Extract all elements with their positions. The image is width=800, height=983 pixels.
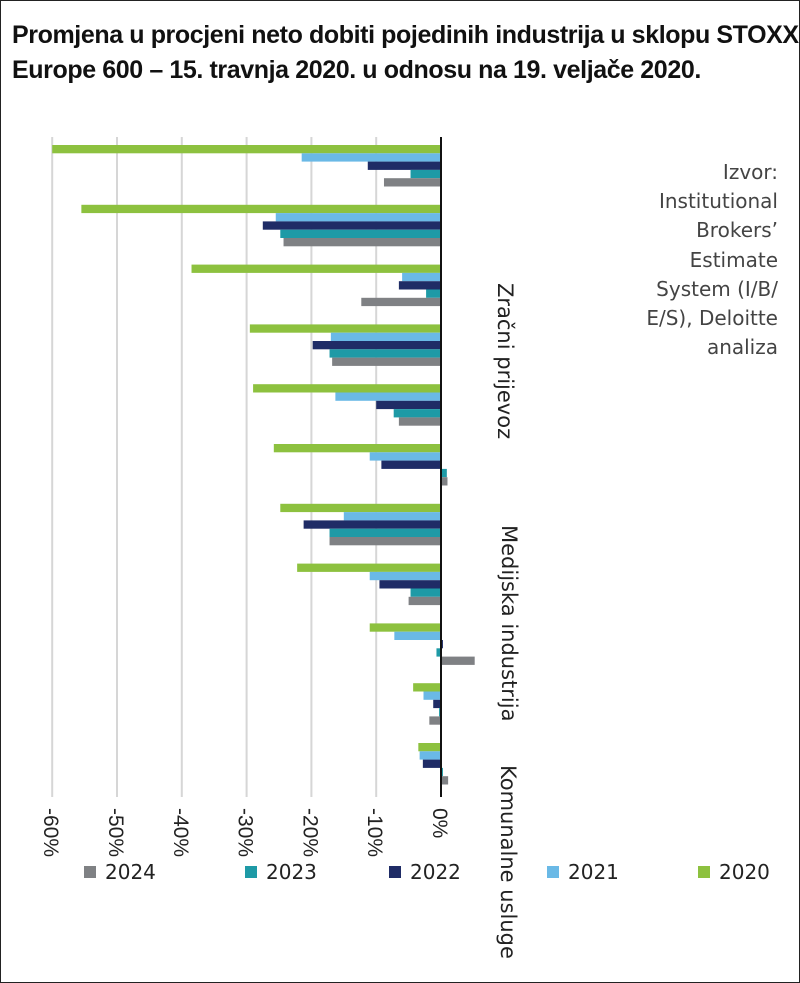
legend-label: 2023	[266, 860, 317, 884]
bar-2020	[52, 145, 441, 154]
bar-2021	[402, 272, 441, 282]
legend-swatch-2024	[84, 866, 96, 878]
bar-2020	[273, 444, 441, 453]
bar-2021	[369, 452, 441, 461]
legend-swatch-2023	[245, 866, 257, 878]
bar-2024	[398, 417, 441, 426]
source-line: Izvor:	[722, 160, 778, 184]
legend-item-2024: 2024	[84, 858, 156, 886]
bar-2020	[191, 264, 441, 273]
bar-2021	[335, 392, 441, 401]
bar-2020	[81, 204, 442, 214]
bar-2024	[429, 716, 441, 725]
chart-title-line-2: Europe 600 – 15. travnja 2020. u odnosu …	[12, 56, 701, 84]
bar-2022	[379, 580, 441, 589]
legend-label: 2022	[410, 860, 461, 884]
legend-item-2020: 2020	[698, 858, 770, 886]
bar-2022	[422, 759, 441, 768]
bar-2023	[410, 588, 441, 597]
source-line: E/S), Deloitte	[646, 306, 778, 331]
bar-2024	[329, 537, 441, 546]
bar-2021	[301, 153, 441, 162]
legend: 2024 2023 2022 2021 2020	[84, 858, 784, 888]
bar-2024	[383, 178, 441, 187]
legend-label: 2024	[105, 860, 156, 884]
source-line: System (I/B/	[656, 276, 778, 301]
legend-item-2021: 2021	[547, 858, 619, 886]
x-tick-label: -10%	[363, 808, 386, 857]
bar-2024	[283, 238, 441, 247]
bar-2021	[419, 751, 441, 760]
bar-2024	[408, 596, 441, 606]
bar-2024	[441, 656, 475, 665]
x-tick-label: -40%	[169, 808, 192, 857]
bar-2023	[426, 289, 441, 298]
bar-2021	[369, 571, 441, 581]
bar-2023	[436, 648, 441, 657]
legend-swatch-2020	[698, 866, 710, 878]
bar-2020	[418, 743, 441, 752]
source-line: Brokers’	[696, 218, 778, 243]
bar-2023	[393, 409, 441, 418]
category-label: Medijska industrija	[497, 525, 521, 721]
bar-2021	[343, 512, 441, 521]
bar-2022	[398, 281, 441, 290]
bar-2022	[312, 341, 441, 350]
category-label: Zračni prijevoz	[493, 283, 517, 439]
legend-label: 2020	[719, 860, 770, 884]
bar-2024	[361, 297, 441, 307]
bar-2021	[275, 213, 441, 222]
chart-title: Promjena u procjeni neto dobiti pojedini…	[12, 18, 799, 88]
bar-2022	[303, 520, 441, 529]
category-labels: Zračni prijevoz Medijska industrija Komuna…	[493, 283, 521, 959]
bar-2023	[329, 349, 441, 358]
bar-2021	[330, 332, 441, 341]
bar-2023	[410, 169, 441, 179]
bar-2024	[332, 357, 441, 366]
bar-2020	[413, 683, 441, 692]
x-tick-label: -60%	[39, 808, 62, 857]
gridlines	[51, 137, 378, 797]
legend-item-2023: 2023	[245, 858, 317, 886]
bar-2023	[441, 468, 447, 478]
bars	[52, 145, 475, 785]
bar-2022	[262, 221, 441, 230]
source-line: Institutional	[658, 189, 778, 214]
chart-title-line-1: Promjena u procjeni neto dobiti pojedini…	[12, 21, 799, 49]
source-line: Estimate	[689, 247, 778, 272]
legend-item-2022: 2022	[389, 858, 461, 886]
x-tick-label: -30%	[234, 808, 257, 857]
bar-2022	[376, 400, 441, 410]
bar-2021	[394, 631, 441, 640]
x-tick-label: -20%	[298, 808, 321, 857]
bar-2023	[329, 528, 441, 537]
bar-2023	[280, 229, 441, 238]
legend-swatch-2021	[547, 866, 559, 878]
bar-2020	[369, 623, 441, 632]
bar-2020	[249, 324, 441, 333]
legend-swatch-2022	[389, 866, 401, 878]
bar-2020	[253, 384, 441, 393]
bar-2020	[280, 503, 441, 513]
x-tick-label: 0%	[428, 808, 451, 838]
bar-2021	[423, 691, 441, 700]
bar-2022	[367, 161, 441, 170]
bar-2022	[381, 460, 441, 469]
bar-2020	[297, 563, 441, 572]
bar-2022	[433, 699, 441, 709]
bar-2024	[441, 776, 449, 785]
legend-label: 2021	[568, 860, 619, 884]
category-label: Komunalne usluge	[496, 765, 520, 959]
source-note: Izvor: Institutional Brokers’ Estimate S…	[600, 158, 778, 362]
bar-2024	[441, 477, 448, 486]
x-tick-labels: -60% -50% -40% -30% -20% -10% 0%	[39, 808, 451, 857]
source-line: analiza	[706, 335, 778, 360]
x-tick-label: -50%	[104, 808, 127, 857]
